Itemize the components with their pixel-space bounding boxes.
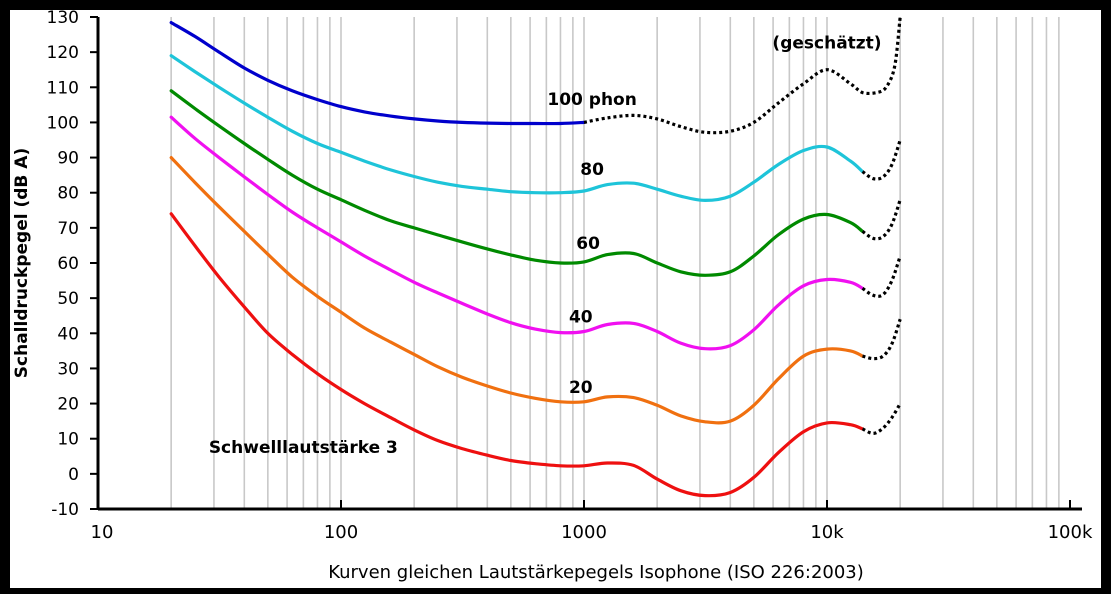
annotation-label: 20 bbox=[569, 378, 593, 398]
x-axis-label: Kurven gleichen Lautstärkepegels Isophon… bbox=[328, 562, 864, 583]
series-estimated-20 bbox=[862, 318, 902, 361]
series bbox=[169, 16, 902, 498]
series-line-60 bbox=[169, 89, 865, 277]
y-tick-label: -10 bbox=[51, 500, 79, 520]
y-tick-label: 30 bbox=[57, 359, 79, 379]
x-tick-label: 10 bbox=[91, 522, 114, 543]
series-line-40 bbox=[169, 115, 865, 351]
x-tick-label: 100 bbox=[324, 522, 358, 543]
y-tick-label: 20 bbox=[57, 395, 79, 415]
y-ticks: -10 0 10 20 30 40 50 60 70 80 90 100 110 120 130 bbox=[47, 8, 98, 520]
y-tick-label: 0 bbox=[68, 465, 79, 485]
y-tick-label: 120 bbox=[47, 43, 79, 63]
annotations: (geschätzt) 100 phon 80 60 40 20 Schwelllautst… bbox=[209, 34, 882, 458]
annotation-label: Schwelllautstärke 3 bbox=[209, 438, 398, 458]
annotation-label: 40 bbox=[569, 308, 593, 328]
y-tick-label: 80 bbox=[57, 184, 79, 204]
annotation-label: 100 phon bbox=[547, 90, 636, 110]
x-ticks: 10 100 1000 10k 100k bbox=[91, 500, 1093, 543]
y-tick-label: 60 bbox=[57, 254, 79, 274]
series-line-100-phon bbox=[169, 21, 586, 126]
y-tick-label: 110 bbox=[47, 78, 79, 98]
y-tick-label: 40 bbox=[57, 324, 79, 344]
y-tick-label: 100 bbox=[47, 113, 79, 133]
series-line-20 bbox=[169, 156, 865, 425]
y-tick-label: 50 bbox=[57, 289, 79, 309]
y-tick-label: 130 bbox=[47, 8, 79, 28]
y-axis-label: Schalldruckpegel (dB A) bbox=[12, 148, 32, 378]
y-tick-label: 10 bbox=[57, 430, 79, 450]
annotation-label: (geschätzt) bbox=[772, 34, 881, 54]
series-line-80 bbox=[169, 54, 865, 202]
series-estimated-schwelllautst-rke-3 bbox=[861, 402, 902, 435]
annotation-label: 80 bbox=[580, 160, 604, 180]
y-tick-label: 90 bbox=[57, 149, 79, 169]
x-tick-label: 10k bbox=[810, 522, 844, 543]
y-tick-label: 70 bbox=[57, 219, 79, 239]
series-estimated-100-phon bbox=[583, 16, 902, 135]
x-tick-label: 100k bbox=[1048, 522, 1093, 543]
annotation-label: 60 bbox=[576, 234, 600, 254]
x-tick-label: 1000 bbox=[561, 522, 607, 543]
series-line-schwelllautst-rke-3 bbox=[169, 212, 865, 498]
